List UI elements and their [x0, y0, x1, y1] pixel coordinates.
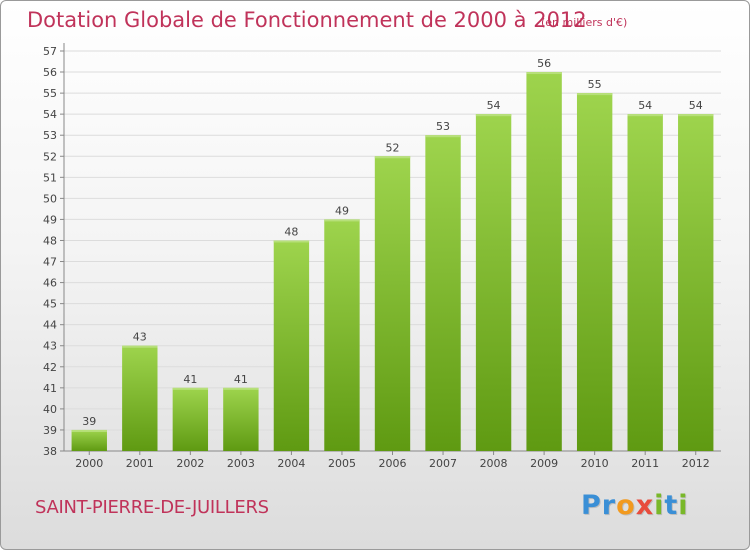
- y-tick-label: 57: [43, 45, 57, 58]
- y-tick-label: 40: [43, 403, 57, 416]
- data-label-2011: 54: [638, 99, 652, 112]
- bar-highlight: [475, 114, 512, 117]
- y-tick-label: 47: [43, 256, 57, 269]
- bar-highlight: [273, 240, 310, 243]
- data-label-2005: 49: [335, 204, 349, 217]
- x-tick-label-2005: 2005: [328, 457, 356, 470]
- bar-2001: [122, 345, 158, 451]
- bar-2005: [324, 219, 360, 451]
- data-label-2012: 54: [689, 99, 703, 112]
- x-tick-label-2012: 2012: [682, 457, 710, 470]
- y-tick-label: 49: [43, 213, 57, 226]
- bar-highlight: [223, 387, 259, 390]
- data-label-2004: 48: [284, 225, 298, 238]
- bar-2002: [172, 387, 209, 451]
- bar-2012: [678, 114, 714, 451]
- y-tick-label: 56: [43, 66, 57, 79]
- bar-highlight: [122, 345, 158, 348]
- y-tick-label: 46: [43, 277, 57, 290]
- y-tick-label: 52: [43, 150, 57, 163]
- y-tick-label: 50: [43, 192, 57, 205]
- data-label-2007: 53: [436, 120, 450, 133]
- y-tick-label: 55: [43, 87, 57, 100]
- x-tick-label-2011: 2011: [631, 457, 659, 470]
- y-tick-label: 41: [43, 382, 57, 395]
- bar-2010: [576, 93, 613, 452]
- x-axis-ticks: 2000 2001 2002 2003 2004 2005 2006 2007 2008 2009…: [75, 451, 710, 470]
- y-tick-label: 38: [43, 445, 57, 458]
- x-tick-label-2004: 2004: [277, 457, 305, 470]
- x-tick-label-2002: 2002: [176, 457, 204, 470]
- data-label-2001: 43: [133, 331, 147, 344]
- chart-title: Dotation Globale de Fonctionnement de 20…: [27, 8, 587, 32]
- bars: [71, 72, 714, 452]
- bar-highlight: [425, 135, 461, 138]
- bar-highlight: [172, 387, 209, 390]
- bar-highlight: [526, 72, 562, 75]
- data-label-2009: 56: [537, 57, 551, 70]
- x-tick-label-2007: 2007: [429, 457, 457, 470]
- x-tick-label-2001: 2001: [126, 457, 154, 470]
- bar-highlight: [324, 219, 360, 222]
- y-tick-label: 51: [43, 171, 57, 184]
- y-tick-label: 45: [43, 298, 57, 311]
- data-label-2010: 55: [588, 78, 602, 91]
- x-tick-label-2010: 2010: [581, 457, 609, 470]
- data-labels: 39 43 41 41 48 49 52 53 54 56 55 54 54: [82, 57, 702, 428]
- data-label-2003: 41: [234, 373, 248, 386]
- x-tick-label-2008: 2008: [480, 457, 508, 470]
- data-label-2008: 54: [487, 99, 501, 112]
- bar-highlight: [678, 114, 714, 117]
- bar-2003: [223, 387, 259, 451]
- bar-highlight: [71, 429, 107, 432]
- bar-highlight: [627, 114, 663, 117]
- bar-highlight: [576, 93, 613, 96]
- x-tick-label-2003: 2003: [227, 457, 255, 470]
- bar-2009: [526, 72, 562, 451]
- bar-2011: [627, 114, 663, 451]
- bar-2008: [475, 114, 512, 451]
- x-tick-label-2000: 2000: [75, 457, 103, 470]
- chart-unit-note: (en milliers d'€): [541, 16, 628, 29]
- bar-2000: [71, 429, 107, 451]
- y-tick-label: 54: [43, 108, 57, 121]
- data-label-2000: 39: [82, 415, 96, 428]
- bar-2004: [273, 240, 310, 451]
- bar-2007: [425, 135, 461, 452]
- y-tick-label: 48: [43, 234, 57, 247]
- proxiti-logo[interactable]: Proxiti: [581, 490, 689, 521]
- bar-highlight: [374, 156, 411, 159]
- y-tick-label: 43: [43, 340, 57, 353]
- x-tick-label-2009: 2009: [530, 457, 558, 470]
- place-name: SAINT-PIERRE-DE-JUILLERS: [35, 497, 269, 518]
- y-tick-label: 39: [43, 424, 57, 437]
- data-label-2002: 41: [183, 373, 197, 386]
- y-tick-label: 42: [43, 361, 57, 374]
- bar-2006: [374, 156, 411, 451]
- y-tick-label: 53: [43, 129, 57, 142]
- y-axis-ticks: 38 39 40 41 42 43 44 45 46 47 48 49 50 51 52 53 54 55 56 57: [43, 45, 64, 458]
- y-tick-label: 44: [43, 319, 57, 332]
- x-tick-label-2006: 2006: [379, 457, 407, 470]
- data-label-2006: 52: [386, 141, 400, 154]
